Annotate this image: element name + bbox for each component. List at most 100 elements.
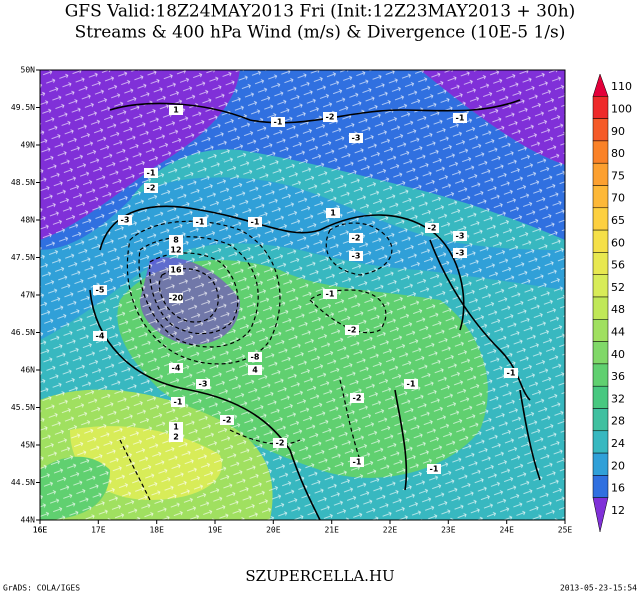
contour-label: 1 bbox=[173, 106, 179, 115]
colorbar-label: 36 bbox=[611, 370, 625, 383]
site-label: SZUPERCELLA.HU bbox=[245, 567, 394, 585]
contour-label: 12 bbox=[170, 246, 181, 255]
colorbar-label: 44 bbox=[611, 325, 625, 338]
contour-label-bg bbox=[453, 231, 467, 241]
contour-label: -1 bbox=[174, 398, 183, 407]
contour-label: -4 bbox=[172, 364, 181, 373]
contour-label-bg bbox=[453, 113, 467, 123]
lon-label: 21E bbox=[324, 526, 339, 535]
colorbar-swatch bbox=[592, 341, 609, 365]
contour-label-bg bbox=[350, 457, 364, 467]
contour-label: -3 bbox=[456, 249, 465, 258]
contour-label: -3 bbox=[456, 232, 465, 241]
lon-label: 17E bbox=[91, 526, 106, 535]
contour-label-bg bbox=[169, 293, 183, 303]
contour-label: 4 bbox=[252, 366, 258, 375]
lat-label: 44.5N bbox=[11, 478, 35, 487]
lat-label: 47.5N bbox=[11, 253, 35, 262]
contour-label: 1 bbox=[173, 423, 179, 432]
lon-label: 22E bbox=[383, 526, 398, 535]
contour-label-bg bbox=[427, 464, 441, 474]
map-field bbox=[40, 70, 565, 520]
subtitle: Streams & 400 hPa Wind (m/s) & Divergenc… bbox=[75, 23, 566, 43]
contour-label-bg bbox=[248, 365, 262, 375]
colorbar-swatch bbox=[592, 252, 609, 275]
colorbar-swatch bbox=[592, 96, 609, 119]
contour-label-bg bbox=[273, 438, 287, 448]
colorbar-label: 16 bbox=[611, 482, 625, 495]
contour-label-bg bbox=[323, 112, 337, 122]
contour-label-bg bbox=[404, 379, 418, 389]
lat-label: 49.5N bbox=[11, 103, 35, 112]
contour-label-bg bbox=[349, 233, 363, 243]
colorbar-swatch bbox=[592, 430, 609, 454]
lon-label: 23E bbox=[441, 526, 456, 535]
contour-label: -2 bbox=[147, 184, 156, 193]
contour-label: -1 bbox=[274, 118, 283, 127]
contour-label: -5 bbox=[96, 286, 105, 295]
contour-label: -1 bbox=[196, 218, 205, 227]
colorbar-arrow bbox=[592, 73, 609, 97]
contour-label: 2 bbox=[173, 433, 179, 442]
lat-label: 47N bbox=[21, 291, 36, 300]
lon-label: 16E bbox=[33, 526, 48, 535]
colorbar-swatch bbox=[592, 319, 609, 342]
colorbar-arrow bbox=[592, 497, 609, 533]
contour-label-bg bbox=[504, 368, 518, 378]
contour-label-bg bbox=[93, 331, 107, 341]
timestamp: 2013-05-23-15:54 bbox=[560, 584, 637, 593]
contour-label: -2 bbox=[353, 394, 362, 403]
contour-label-bg bbox=[144, 183, 158, 193]
colorbar-label: 56 bbox=[611, 259, 625, 272]
contour-label: -1 bbox=[147, 169, 156, 178]
colorbar-label: 80 bbox=[611, 147, 625, 160]
colorbar-label: 40 bbox=[611, 348, 625, 361]
colorbar-label: 65 bbox=[611, 214, 625, 227]
lat-label: 44N bbox=[21, 516, 36, 525]
contour-label: 1 bbox=[330, 209, 336, 218]
colorbar-label: 48 bbox=[611, 303, 625, 316]
contour-label-bg bbox=[144, 168, 158, 178]
colorbar-label: 100 bbox=[611, 102, 632, 115]
contour-label: -1 bbox=[456, 114, 465, 123]
contour-label: -4 bbox=[96, 332, 105, 341]
colorbar-label: 32 bbox=[611, 392, 625, 405]
contour-label: -8 bbox=[251, 353, 260, 362]
contour-label-bg bbox=[349, 133, 363, 143]
colorbar-swatch bbox=[592, 452, 609, 476]
contour-label-bg bbox=[118, 215, 132, 225]
contour-label-bg bbox=[169, 363, 183, 373]
colorbar-label: 12 bbox=[611, 504, 625, 517]
contour-label: -1 bbox=[326, 290, 335, 299]
lon-label: 25E bbox=[558, 526, 573, 535]
contour-label-bg bbox=[248, 352, 262, 362]
contour-label: -2 bbox=[428, 224, 437, 233]
colorbar-label: 75 bbox=[611, 169, 625, 182]
contour-label-bg bbox=[169, 422, 183, 432]
colorbar-label: 60 bbox=[611, 236, 625, 249]
colorbar-label: 20 bbox=[611, 459, 625, 472]
contour-label: -1 bbox=[430, 465, 439, 474]
colorbar-swatch bbox=[592, 385, 609, 409]
title: GFS Valid:18Z24MAY2013 Fri (Init:12Z23MA… bbox=[65, 2, 576, 22]
contour-label-bg bbox=[345, 325, 359, 335]
contour-label-bg bbox=[93, 285, 107, 295]
lat-label: 48.5N bbox=[11, 178, 35, 187]
colorbar-swatch bbox=[592, 118, 609, 142]
contour-label-bg bbox=[169, 235, 183, 245]
colorbar-label: 110 bbox=[611, 80, 632, 93]
colorbar-swatch bbox=[592, 363, 609, 387]
colorbar-label: 52 bbox=[611, 281, 625, 294]
contour-label-bg bbox=[349, 251, 363, 261]
contour-label: 16 bbox=[170, 266, 182, 275]
contour-label: 8 bbox=[173, 236, 179, 245]
lat-label: 46.5N bbox=[11, 328, 35, 337]
contour-label-bg bbox=[196, 379, 210, 389]
lat-label: 50N bbox=[21, 66, 36, 75]
contour-label-bg bbox=[326, 208, 340, 218]
colorbar-swatch bbox=[592, 296, 609, 320]
contour-label: -1 bbox=[507, 369, 516, 378]
contour-label-bg bbox=[169, 105, 183, 115]
contour-label: -2 bbox=[326, 113, 335, 122]
